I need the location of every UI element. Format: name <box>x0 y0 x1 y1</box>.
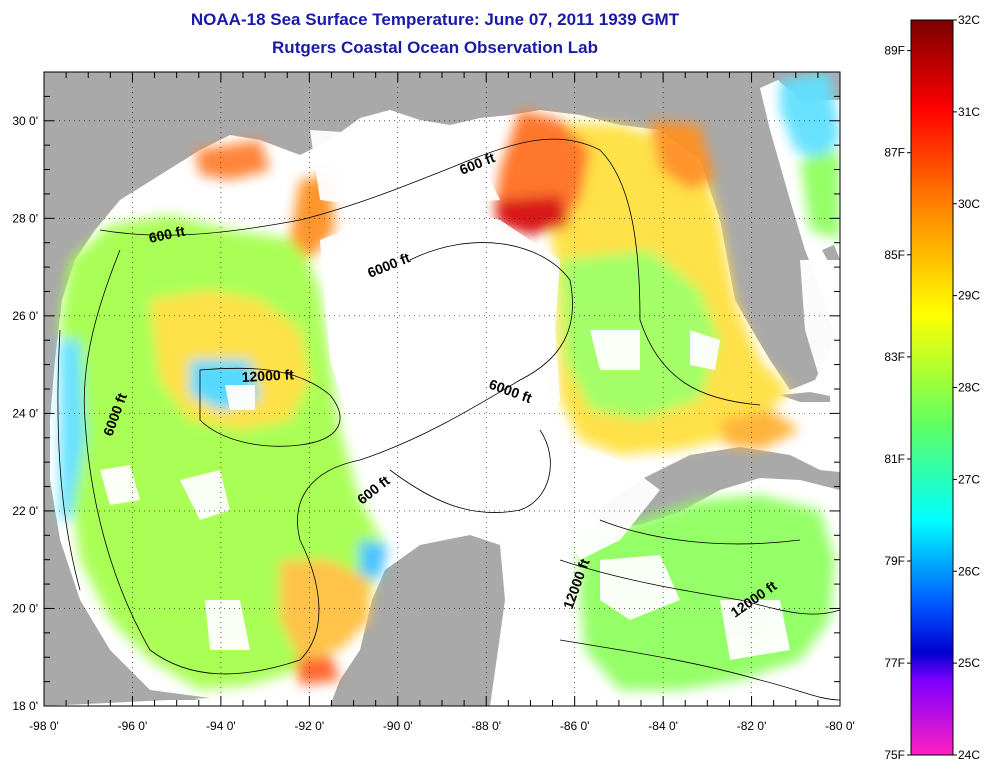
lon-tick-label: -86 0' <box>560 719 590 733</box>
lon-tick-label: -82 0' <box>737 719 767 733</box>
colorbar-f-label: 87F <box>884 146 905 160</box>
land-cuba <box>590 447 840 528</box>
colorbar-f-label: 77F <box>884 656 905 670</box>
colorbar-c-label: 27C <box>958 472 980 486</box>
colorbar-c-label: 24C <box>958 748 980 762</box>
colorbar-c-label: 31C <box>958 105 980 119</box>
lon-tick-label: -88 0' <box>471 719 501 733</box>
map-title: NOAA-18 Sea Surface Temperature: June 07… <box>190 10 680 29</box>
land-yucatan <box>330 535 505 706</box>
lat-tick-label: 20 0' <box>12 601 38 615</box>
colorbar-f-label: 83F <box>884 350 905 364</box>
lon-tick-label: -98 0' <box>29 719 59 733</box>
contour-label: 12000 ft <box>241 366 294 385</box>
lon-tick-label: -96 0' <box>118 719 148 733</box>
colorbar-f-label: 89F <box>884 44 905 58</box>
lat-tick-label: 30 0' <box>12 114 38 128</box>
lon-tick-label: -92 0' <box>295 719 325 733</box>
colorbar-c-label: 29C <box>958 289 980 303</box>
colorbar-gradient <box>910 19 954 756</box>
colorbar-c-label: 32C <box>958 13 980 27</box>
colorbar-c-label: 28C <box>958 381 980 395</box>
lon-tick-label: -94 0' <box>206 719 236 733</box>
lon-tick-label: -90 0' <box>383 719 413 733</box>
colorbar-f-label: 75F <box>884 748 905 762</box>
colorbar-f-label: 85F <box>884 248 905 262</box>
lat-tick-label: 28 0' <box>12 211 38 225</box>
lon-tick-label: -80 0' <box>825 719 855 733</box>
lat-tick-label: 26 0' <box>12 309 38 323</box>
colorbar-c-label: 26C <box>958 564 980 578</box>
contour-label: 600 ft <box>147 223 186 246</box>
lon-tick-label: -84 0' <box>648 719 678 733</box>
lat-tick-label: 22 0' <box>12 504 38 518</box>
colorbar-c-label: 30C <box>958 197 980 211</box>
lat-tick-label: 24 0' <box>12 406 38 420</box>
colorbar-f-label: 79F <box>884 554 905 568</box>
lat-tick-label: 18 0' <box>12 699 38 713</box>
graticule <box>44 72 840 706</box>
colorbar-f-label: 81F <box>884 452 905 466</box>
land-us-gulf-coast <box>44 72 840 700</box>
colorbar-c-label: 25C <box>958 656 980 670</box>
land-florida-keys <box>780 392 830 402</box>
map-subtitle: Rutgers Coastal Ocean Observation Lab <box>272 38 598 57</box>
land-mexico <box>44 400 210 706</box>
colorbar: 32C 31C 30C 29C 28C 27C 26C 25C 24C 89F 87F 85F 83F… <box>884 13 980 762</box>
